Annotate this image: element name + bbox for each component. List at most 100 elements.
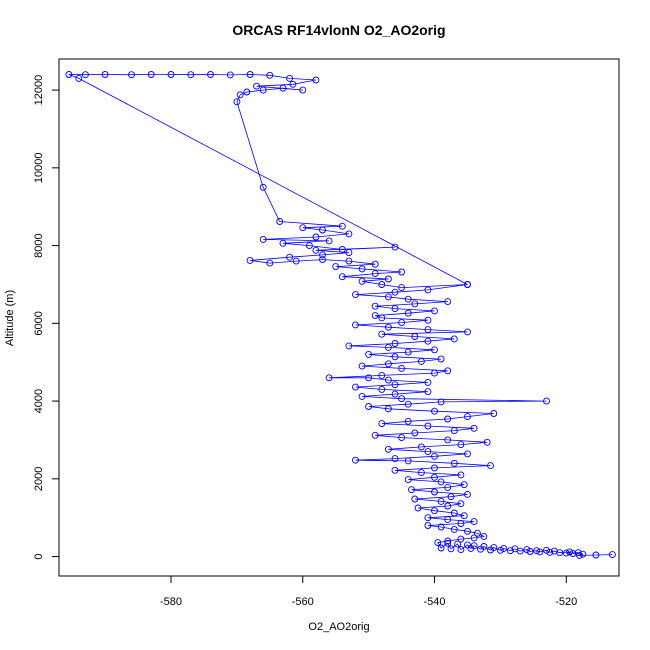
- data-point: [444, 539, 452, 547]
- data-point: [319, 226, 326, 234]
- data-point: [460, 481, 468, 489]
- data-point: [384, 376, 392, 384]
- x-tick-label: -540: [424, 596, 446, 608]
- chart-title: ORCAS RF14vlonN O2_AO2orig: [232, 22, 445, 38]
- y-axis: 0 2000 4000 6000 8000 10000 12000: [33, 75, 59, 560]
- data-point: [398, 268, 406, 276]
- data-point: [391, 390, 399, 398]
- data-point: [246, 256, 254, 264]
- data-point: [424, 326, 432, 334]
- data-point: [566, 548, 574, 556]
- data-point: [378, 314, 386, 322]
- data-point: [444, 483, 452, 491]
- data-point: [391, 466, 399, 474]
- data-point: [447, 493, 455, 501]
- data-point: [358, 265, 366, 273]
- data-point: [276, 218, 284, 225]
- data-point: [464, 328, 471, 336]
- data-point: [574, 549, 582, 557]
- data-point: [371, 260, 379, 268]
- data-point: [464, 527, 471, 535]
- data-point: [450, 525, 458, 533]
- data-point: [411, 495, 419, 503]
- data-point: [236, 91, 244, 99]
- data-point: [378, 330, 386, 338]
- data-point: [404, 400, 412, 408]
- data-point: [384, 275, 392, 283]
- data-point: [358, 392, 366, 400]
- data-point: [579, 550, 587, 558]
- data-point: [424, 378, 432, 386]
- data-point: [450, 459, 458, 467]
- data-point: [434, 539, 442, 547]
- data-point: [299, 86, 307, 94]
- data-point: [404, 457, 412, 465]
- data-point: [299, 224, 307, 232]
- data-point: [457, 535, 465, 543]
- data-point: [470, 424, 478, 432]
- data-point: [457, 471, 465, 479]
- data-point: [444, 502, 452, 510]
- data-point: [437, 544, 445, 552]
- data-point: [404, 309, 412, 317]
- data-point: [533, 547, 541, 555]
- data-point: [338, 222, 346, 230]
- data-point: [444, 436, 452, 444]
- y-tick-label: 6000: [33, 311, 45, 335]
- data-point: [319, 251, 326, 259]
- data-point: [378, 281, 386, 288]
- data-point: [444, 298, 452, 306]
- data-point: [345, 230, 353, 238]
- data-point: [457, 546, 465, 554]
- data-point: [500, 544, 508, 552]
- plot-frame: [58, 58, 620, 577]
- data-point: [424, 422, 432, 430]
- data-point: [411, 300, 419, 308]
- data-point: [378, 420, 386, 428]
- data-point: [511, 545, 519, 553]
- data-point: [371, 302, 379, 310]
- y-axis-label: Altitude (m): [4, 290, 16, 346]
- data-point: [411, 429, 419, 437]
- data-point: [424, 286, 432, 294]
- data-point: [437, 478, 445, 486]
- data-point: [391, 340, 399, 347]
- data-point: [325, 237, 333, 245]
- x-tick-label: -520: [555, 596, 577, 608]
- data-point: [391, 243, 399, 251]
- data-point: [408, 486, 415, 494]
- data-point: [398, 395, 406, 403]
- data-point: [424, 337, 432, 345]
- data-point: [496, 546, 504, 554]
- data-point: [365, 374, 373, 382]
- data-point: [319, 256, 326, 264]
- data-point: [464, 281, 471, 288]
- data-point: [259, 183, 267, 191]
- data-point: [477, 545, 485, 553]
- y-tick-label: 8000: [33, 233, 45, 257]
- data-point: [417, 443, 425, 451]
- data-point: [289, 80, 297, 88]
- data-point: [253, 82, 261, 90]
- data-point: [352, 291, 359, 299]
- data-point: [345, 257, 353, 265]
- data-point: [325, 374, 333, 382]
- data-point: [365, 403, 373, 410]
- data-point: [305, 242, 313, 250]
- data-point: [592, 551, 600, 559]
- data-point: [437, 497, 445, 505]
- data-point: [464, 450, 471, 458]
- x-axis: -580 -560 -540 -520: [160, 575, 577, 608]
- data-point: [414, 504, 422, 512]
- data-point: [424, 448, 432, 456]
- data-point: [460, 512, 468, 520]
- data-point: [437, 523, 445, 531]
- data-point: [398, 434, 406, 442]
- data-point: [490, 410, 498, 417]
- data-point: [365, 350, 373, 358]
- data-point: [259, 86, 267, 94]
- data-point: [487, 546, 494, 554]
- data-point: [147, 71, 155, 78]
- data-point: [431, 369, 438, 377]
